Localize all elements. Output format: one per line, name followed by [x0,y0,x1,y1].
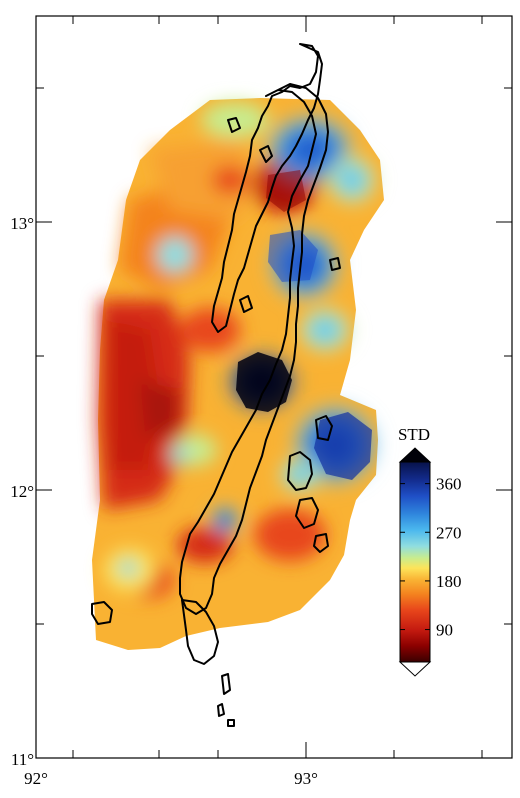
coast-north-andaman [211,43,323,333]
x-tick-label: 92° [24,769,48,788]
x-tick-label: 93° [294,769,318,788]
colorbar-tick-label: 90 [436,621,453,640]
coast-south-andaman [181,599,219,665]
colorbar: STD 90 180 270 360 [398,425,462,677]
colorbar-tick-label: 180 [436,572,462,591]
coastline [91,43,341,727]
deep-blue-core [236,352,292,412]
colorbar-bottom-arrow [398,661,432,677]
y-tick-label: 11° [11,750,34,769]
y-tick-label: 12° [10,482,34,501]
coast-middle-andaman [179,83,329,615]
colorbar-tick-label: 360 [436,475,462,494]
colorbar-tick-label: 270 [436,523,462,542]
axis-ticks [36,16,512,758]
colorbar-title: STD [398,425,430,444]
y-tick-label: 13° [10,214,34,233]
colorbar-ramp [399,461,431,663]
coast-east-islands [287,451,313,491]
